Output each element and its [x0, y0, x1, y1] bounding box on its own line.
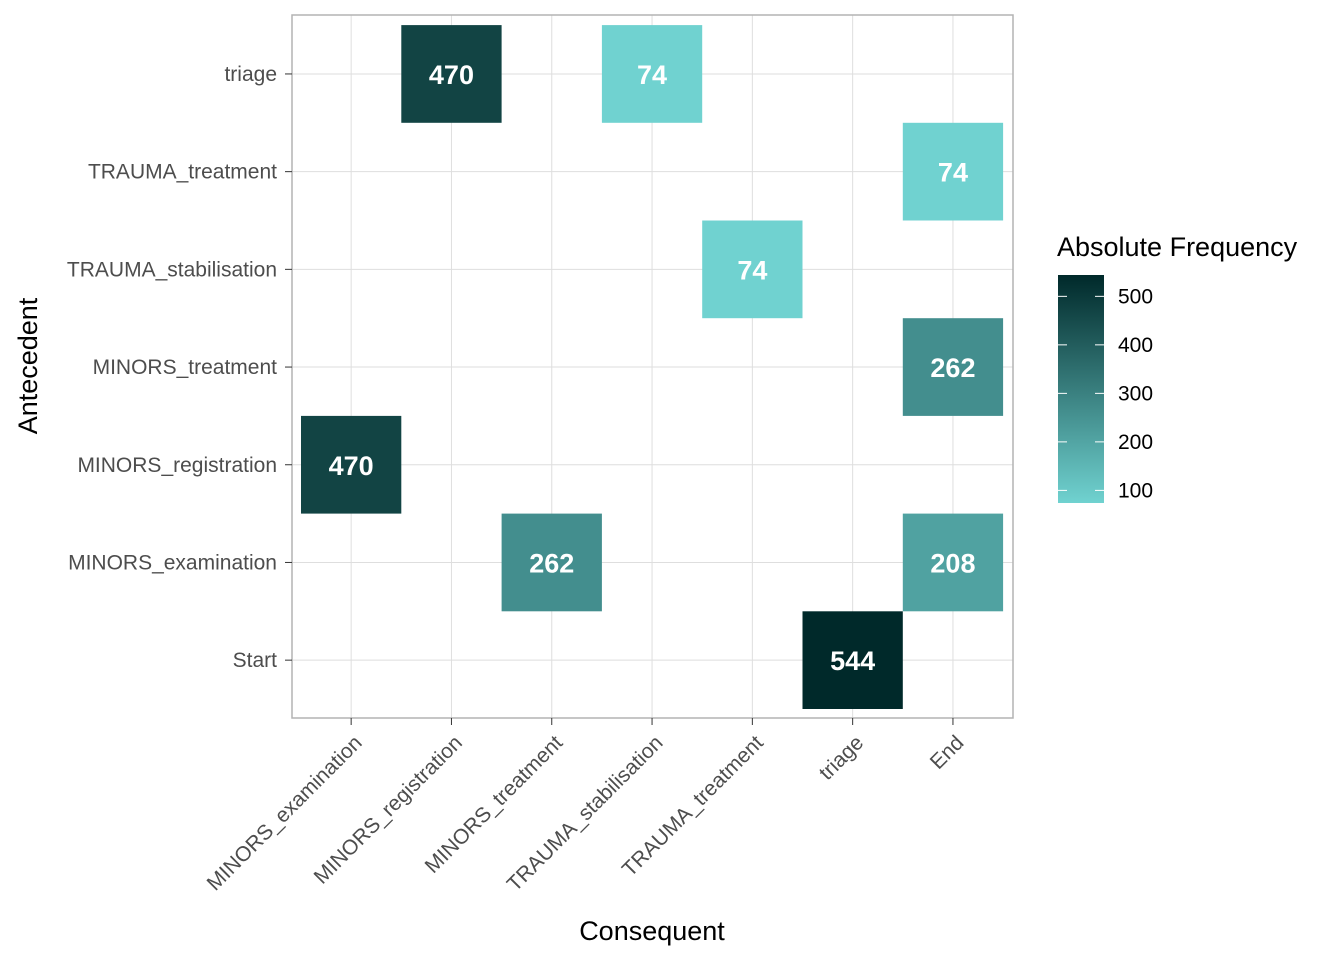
- heatmap-cell: [601, 25, 703, 123]
- cell-value-label: 470: [329, 451, 374, 481]
- legend-tick-label: 300: [1118, 382, 1153, 405]
- legend-ticks: 100 200 300 400 500: [1058, 285, 1153, 502]
- cell-value-label: 74: [938, 158, 968, 188]
- legend-tick-label: 100: [1118, 479, 1153, 502]
- y-tick-label: TRAUMA_stabilisation: [67, 258, 277, 281]
- heatmap-cell: [902, 318, 1004, 416]
- cell-value-label: 262: [930, 353, 975, 383]
- legend-colorbar: [1058, 275, 1104, 503]
- x-axis-title: Consequent: [579, 916, 725, 946]
- y-axis-ticks: Start MINORS_examination MINORS_registrati…: [67, 63, 292, 672]
- legend-tick-label: 400: [1118, 334, 1153, 357]
- heatmap-cell: [702, 220, 803, 319]
- y-tick-label: MINORS_registration: [77, 454, 277, 477]
- y-tick-label: MINORS_examination: [68, 551, 277, 574]
- heatmap-cell: [301, 415, 402, 514]
- heatmap-cell: [802, 611, 903, 709]
- cell-value-label: 470: [429, 60, 474, 90]
- heatmap-cell: [902, 122, 1004, 221]
- cell-value-label: 74: [637, 60, 667, 90]
- cell-value-label: 74: [737, 255, 767, 285]
- heatmap-cells: 470 74 74 74 262 470 262 208 544: [301, 25, 1004, 709]
- y-tick-label: Start: [233, 649, 278, 672]
- cell-value-label: 208: [930, 548, 975, 578]
- legend: Absolute Frequency 100 200 300 400 500: [1057, 232, 1298, 503]
- cell-value-label: 262: [529, 548, 574, 578]
- y-tick-label: triage: [224, 63, 277, 86]
- legend-tick-label: 500: [1118, 285, 1153, 308]
- heatmap-cell: [401, 25, 502, 123]
- y-axis-title: Antecedent: [13, 297, 43, 434]
- heatmap-cell: [501, 513, 602, 612]
- y-tick-label: MINORS_treatment: [93, 356, 278, 379]
- legend-title: Absolute Frequency: [1057, 232, 1298, 262]
- heatmap-cell: [902, 513, 1004, 612]
- legend-tick-label: 200: [1118, 431, 1153, 454]
- y-tick-label: TRAUMA_treatment: [88, 161, 277, 184]
- cell-value-label: 544: [830, 646, 875, 676]
